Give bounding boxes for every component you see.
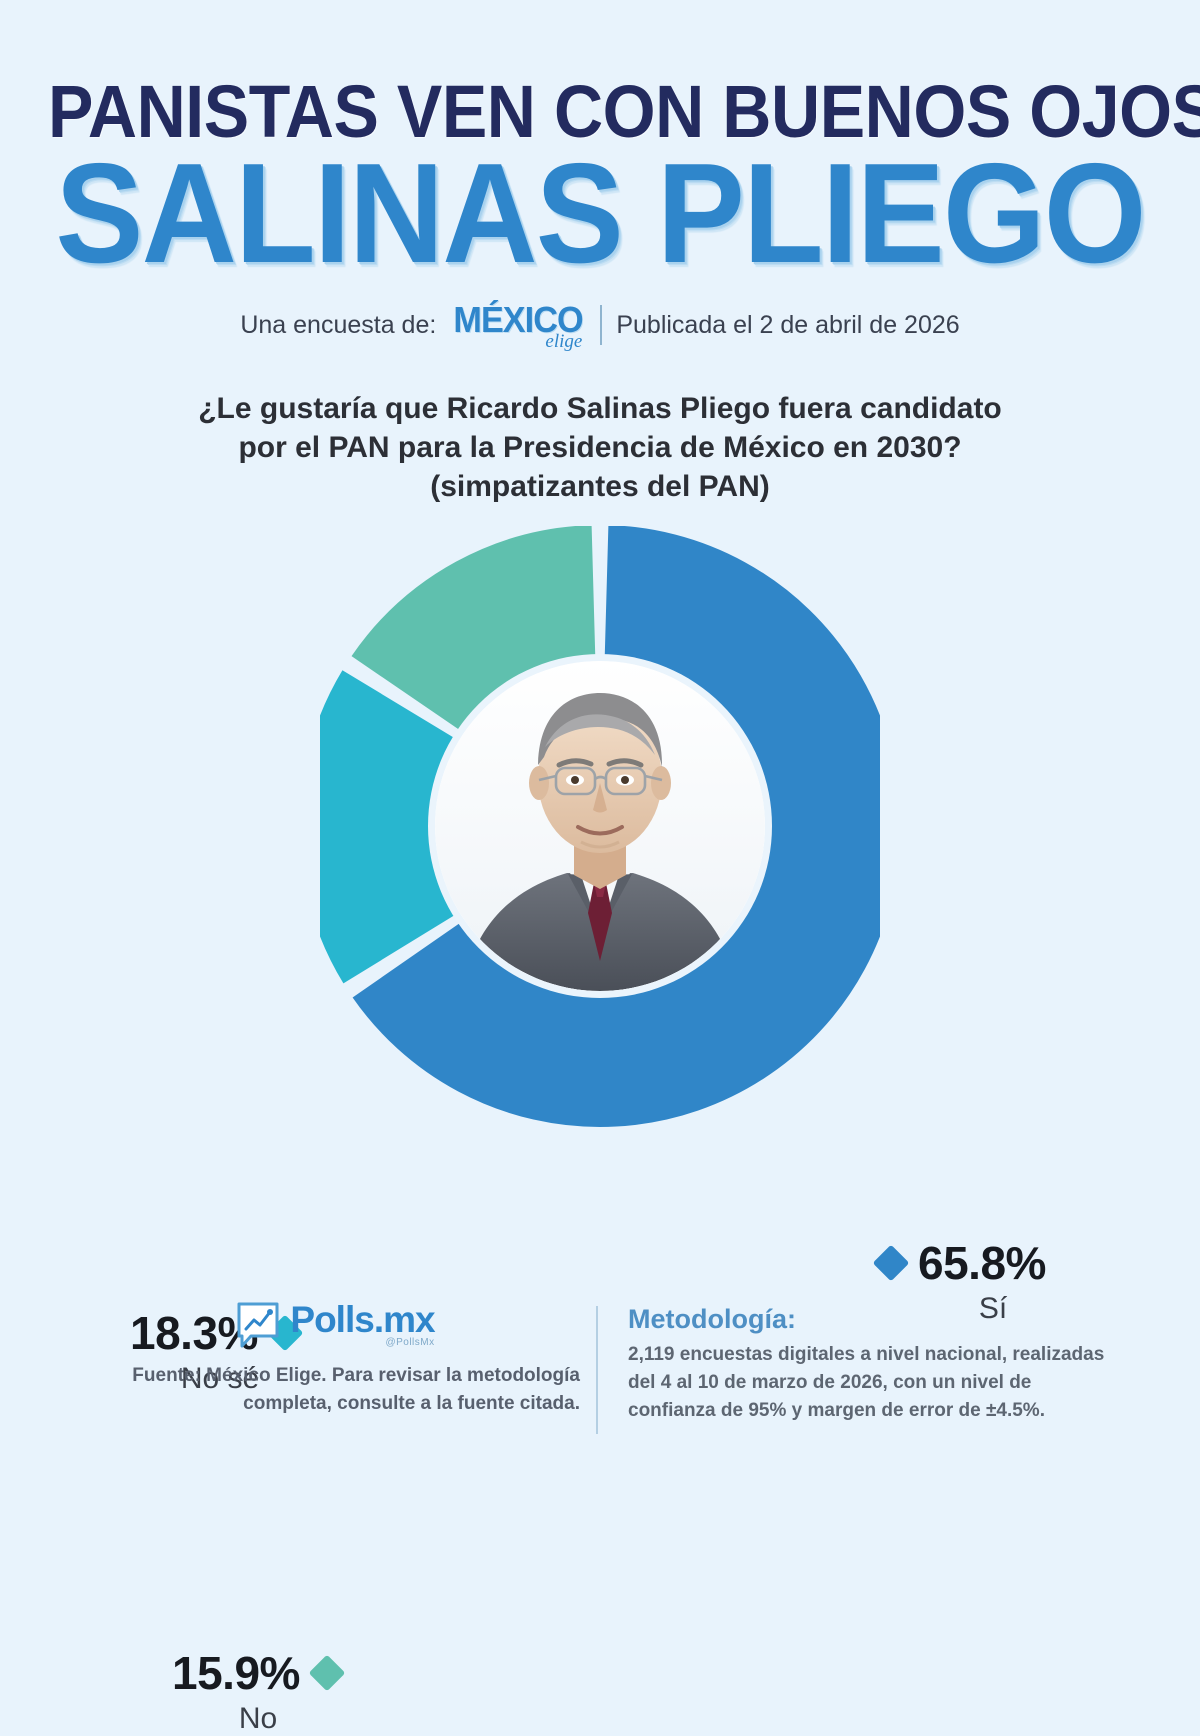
poll-question: ¿Le gustaría que Ricardo Salinas Pliego … (120, 389, 1080, 506)
source-note-line1: Fuente: México Elige. Para revisar la me… (132, 1365, 580, 1386)
mexico-elige-logo-main: MÉXICO (453, 299, 584, 341)
source-note-line2: completa, consulte a la fuente citada. (243, 1392, 580, 1414)
poll-question-line1: ¿Le gustaría que Ricardo Salinas Pliego … (198, 392, 1002, 426)
donut-slice-no[interactable] (351, 526, 598, 738)
avatar (435, 661, 765, 992)
footer-source-block: Polls.mx @PollsMx Fuente: México Elige. … (90, 1300, 580, 1417)
polls-chart-bubble-icon (237, 1302, 279, 1348)
donut-slice-si[interactable] (352, 526, 880, 1128)
page-title-line1: PANISTAS VEN CON BUENOS OJOS A (48, 70, 1200, 153)
source-note: Fuente: México Elige. Para revisar la me… (90, 1362, 580, 1417)
legend-label-no: No (238, 1702, 278, 1736)
legend-value-si: 65.8% (918, 1237, 1046, 1290)
publication-date: Publicada el 2 de abril de 2026 (616, 310, 960, 339)
methodology-line3: confianza de 95% y margen de error de ±4… (628, 1400, 1045, 1422)
legend-item-nose: 18.3% No sé (130, 1306, 304, 1396)
mexico-elige-logo: MÉXICO elige (450, 299, 586, 352)
byline-prefix: Una encuesta de: (240, 310, 437, 339)
header: PANISTAS VEN CON BUENOS OJOS A SALINAS P… (0, 0, 1200, 352)
methodology-title: Metodología: (628, 1304, 796, 1334)
donut-slice-nose[interactable] (320, 670, 466, 984)
polls-mx-handle: @PollsMx (385, 1336, 435, 1348)
polls-mx-wordmark: Polls.mx (290, 1299, 435, 1341)
methodology-block: Metodología: 2,119 encuestas digitales a… (628, 1304, 1128, 1425)
footer-divider (596, 1306, 598, 1434)
donut-svg (320, 526, 880, 1128)
donut-slices (320, 526, 880, 1128)
center-portrait-frame (435, 661, 765, 992)
legend-label-nose: No sé (180, 1362, 260, 1396)
legend-item-si: 65.8% Sí (872, 1236, 1068, 1326)
footer: Polls.mx @PollsMx Fuente: México Elige. … (0, 1300, 1200, 1480)
methodology-body: 2,119 encuestas digitales a nivel nacion… (628, 1341, 1128, 1425)
mexico-elige-logo-sub: elige (545, 330, 583, 352)
legend-label-si: Sí (978, 1292, 1008, 1326)
poll-question-line2: por el PAN para la Presidencia de México… (238, 431, 962, 465)
polls-mx-logo[interactable]: Polls.mx @PollsMx (90, 1300, 580, 1350)
diamond-icon-no (308, 1654, 346, 1692)
methodology-line1: 2,119 encuestas digitales a nivel nacion… (628, 1344, 1105, 1365)
diamond-icon-si (872, 1244, 910, 1282)
legend-item-no: 15.9% No (172, 1646, 346, 1736)
portrait-ricardo-salinas-pliego-icon (435, 661, 765, 992)
methodology-line2: del 4 al 10 de marzo de 2026, con un niv… (628, 1372, 1032, 1394)
legend-value-nose: 18.3% (130, 1307, 258, 1360)
donut-chart: 65.8% Sí 18.3% No sé 15.9% No (0, 518, 1200, 1735)
byline-divider (600, 305, 603, 346)
byline: Una encuesta de: MÉXICO elige Publicada … (0, 299, 1200, 352)
poll-question-line3: (simpatizantes del PAN) (430, 470, 770, 504)
legend-value-no: 15.9% (172, 1647, 300, 1700)
donut-graphic (320, 526, 880, 1146)
page-title-line2: SALINAS PLIEGO (55, 134, 1146, 294)
